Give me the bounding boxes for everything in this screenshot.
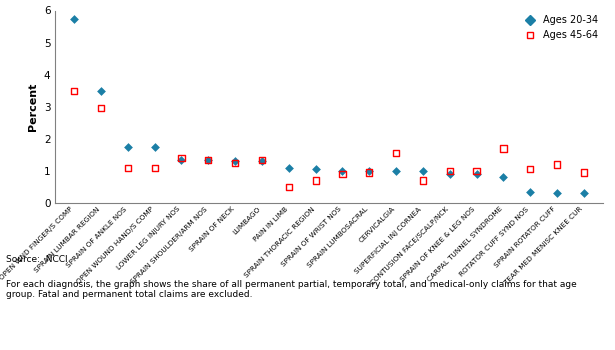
Point	[149, 144, 159, 150]
Point	[472, 168, 482, 174]
Point	[230, 160, 240, 166]
Point	[364, 170, 374, 175]
Point	[579, 190, 589, 196]
Point	[445, 172, 454, 177]
Point	[445, 168, 454, 174]
Point	[230, 159, 240, 164]
Point	[123, 165, 133, 170]
Point	[391, 150, 401, 156]
Point	[204, 157, 213, 162]
Point	[552, 190, 562, 196]
Point	[96, 106, 106, 111]
Point	[338, 168, 347, 174]
Point	[123, 144, 133, 150]
Point	[177, 157, 186, 162]
Legend: Ages 20-34, Ages 45-64: Ages 20-34, Ages 45-64	[520, 15, 598, 40]
Point	[311, 178, 320, 183]
Point	[525, 189, 535, 195]
Point	[177, 155, 186, 161]
Text: Source:  NCCI: Source: NCCI	[6, 256, 68, 265]
Text: For each diagnosis, the graph shows the share of all permanent partial, temporar: For each diagnosis, the graph shows the …	[6, 280, 577, 299]
Point	[257, 159, 267, 164]
Point	[364, 168, 374, 174]
Point	[552, 162, 562, 167]
Point	[204, 157, 213, 162]
Point	[96, 88, 106, 93]
Point	[418, 178, 428, 183]
Point	[284, 165, 294, 170]
Point	[149, 165, 159, 170]
Point	[311, 167, 320, 172]
Point	[499, 175, 509, 180]
Point	[418, 168, 428, 174]
Point	[338, 172, 347, 177]
Point	[69, 16, 79, 21]
Point	[257, 157, 267, 162]
Point	[525, 167, 535, 172]
Point	[579, 170, 589, 175]
Point	[472, 172, 482, 177]
Y-axis label: Percent: Percent	[28, 83, 38, 131]
Point	[391, 168, 401, 174]
Point	[69, 88, 79, 93]
Point	[284, 184, 294, 190]
Point	[499, 146, 509, 151]
